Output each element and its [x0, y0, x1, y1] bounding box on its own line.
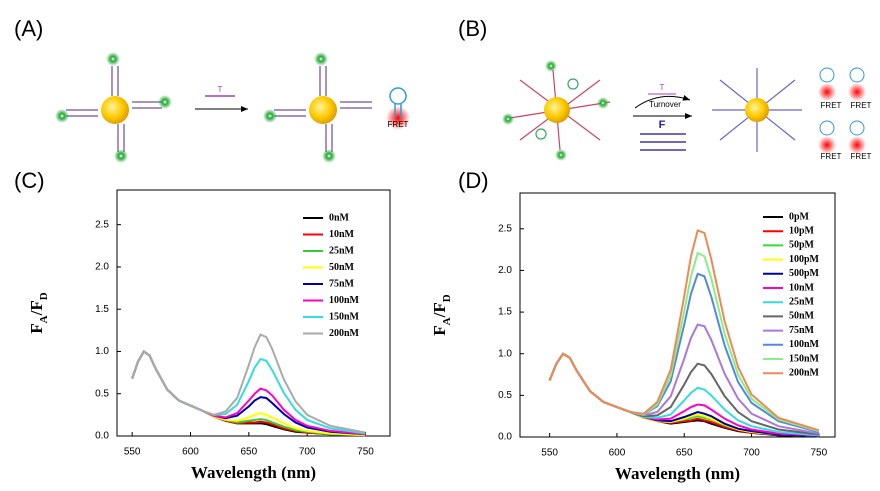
series-line	[548, 352, 819, 438]
y-axis-title-part: F	[430, 325, 449, 335]
nanoparticle-product	[263, 52, 410, 163]
legend-label: 100pM	[789, 254, 820, 265]
series-line	[548, 352, 819, 437]
panel-label: (C)	[14, 168, 45, 193]
fret-label: FRET	[821, 152, 842, 161]
legend-label: 200nM	[789, 367, 820, 378]
series-line	[548, 352, 819, 438]
legend-label: 25nM	[789, 296, 815, 307]
y-tick-label: 0.0	[498, 432, 512, 443]
fret-label: FRET	[821, 101, 842, 110]
y-tick-label: 1.5	[95, 304, 109, 315]
x-tick-label: 700	[299, 447, 316, 458]
y-tick-label: 1.0	[498, 348, 512, 359]
legend-label: 25nM	[329, 245, 355, 256]
nanoparticle-probe	[502, 60, 611, 161]
x-tick-label: 550	[124, 447, 141, 458]
plot-frame	[519, 192, 836, 438]
legend-label: 150nM	[329, 311, 360, 322]
nanoparticle-product	[712, 68, 802, 152]
y-tick-label: 1.0	[95, 346, 109, 357]
fret-products	[818, 67, 866, 154]
series-line	[548, 352, 819, 437]
x-tick-label: 650	[676, 448, 693, 459]
y-tick-label: 2.5	[498, 223, 512, 234]
legend-label: 10nM	[329, 229, 355, 240]
series-line	[548, 352, 819, 438]
y-axis-title-part: /F	[27, 300, 46, 316]
diagram-a: T FRET	[55, 52, 410, 163]
series-line	[131, 333, 366, 434]
panel-label: (B)	[458, 16, 487, 41]
y-axis-title-part: /F	[430, 302, 449, 318]
legend-label: 100nM	[329, 295, 360, 306]
y-tick-label: 2.0	[95, 262, 109, 273]
y-tick-label: 0.0	[95, 431, 109, 442]
fret-label: FRET	[851, 101, 872, 110]
diagram-b: T Turnover F FRET FRET FRET FRET	[502, 60, 872, 161]
x-tick-label: 750	[357, 447, 374, 458]
series-line	[548, 251, 820, 433]
x-tick-label: 650	[240, 447, 257, 458]
y-axis-title: FA/FD	[430, 294, 453, 335]
y-tick-label: 0.5	[95, 388, 109, 399]
nanoparticle-probe	[55, 52, 172, 163]
x-axis-title: Wavelength (nm)	[191, 463, 316, 482]
x-tick-label: 600	[182, 447, 199, 458]
legend-label: 500pM	[789, 268, 820, 279]
y-axis-title: FA/FD	[27, 292, 50, 333]
y-tick-label: 2.5	[95, 219, 109, 230]
x-tick-label: 700	[743, 448, 760, 459]
legend-label: 50nM	[329, 262, 355, 273]
y-axis-title-sub: A	[38, 315, 50, 323]
legend-label: 10pM	[789, 225, 815, 236]
legend-label: 75nM	[789, 325, 815, 336]
series-line	[548, 352, 819, 438]
y-axis-title-sub: D	[441, 294, 453, 302]
legend-label: 0pM	[789, 211, 810, 222]
x-tick-label: 750	[811, 448, 828, 459]
y-axis-title-sub: A	[441, 317, 453, 325]
legend-label: 50pM	[789, 240, 815, 251]
legend-label: 75nM	[329, 278, 355, 289]
x-axis-title: Wavelength (nm)	[615, 464, 740, 483]
fuel-label: F	[659, 119, 666, 131]
target-label: T	[660, 83, 665, 92]
y-axis-title-part: F	[27, 323, 46, 333]
y-tick-label: 1.5	[498, 307, 512, 318]
x-tick-label: 550	[541, 448, 558, 459]
target-label: T	[218, 85, 223, 94]
x-tick-label: 600	[609, 448, 626, 459]
fret-label: FRET	[851, 152, 872, 161]
turnover-label: Turnover	[649, 100, 681, 109]
panel-label: (A)	[14, 16, 43, 41]
legend-label: 200nM	[329, 328, 360, 339]
legend-label: 10nM	[789, 282, 815, 293]
y-tick-label: 2.0	[498, 265, 512, 276]
series-line	[548, 229, 820, 432]
legend-label: 0nM	[329, 212, 350, 223]
y-axis-title-sub: D	[38, 292, 50, 300]
fret-label: FRET	[388, 120, 409, 129]
y-tick-label: 0.5	[498, 390, 512, 401]
legend-label: 150nM	[789, 353, 820, 364]
legend-label: 100nM	[789, 339, 820, 350]
plot-frame	[116, 189, 391, 437]
series-line	[548, 352, 819, 438]
legend-label: 50nM	[789, 311, 815, 322]
panel-label: (D)	[458, 168, 489, 193]
